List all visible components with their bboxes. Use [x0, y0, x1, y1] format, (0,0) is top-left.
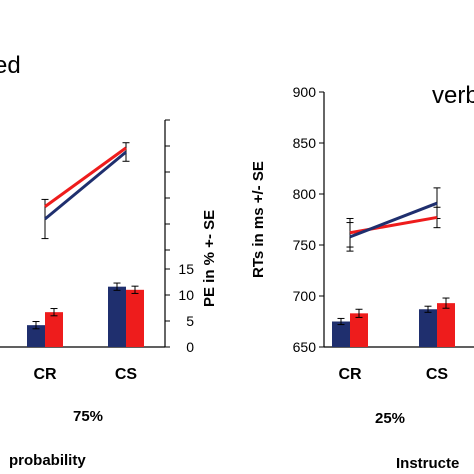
right-panel-title: verb: [432, 82, 474, 109]
rt-axis-label: RTs in ms +/- SE: [250, 161, 267, 278]
right-percent-label: 25%: [375, 410, 405, 427]
left-category-cr: CR: [33, 366, 57, 383]
pe-tick-label: 10: [178, 287, 194, 303]
pe-tick-label: 15: [178, 261, 194, 277]
pe-axis-label: PE in % +- SE: [201, 210, 218, 307]
rt-tick-label: 700: [293, 288, 317, 304]
right-category-labels: CR CS: [338, 366, 448, 383]
rt-tick-label: 850: [293, 135, 317, 151]
left-bottom-label: probability: [9, 452, 86, 469]
rt-tick-label: 900: [293, 84, 317, 100]
right-line-blue: [349, 201, 438, 239]
left-panel-title: ed: [0, 52, 21, 79]
left-category-labels: CR CS: [33, 366, 137, 383]
left-bar-red-cr: [45, 312, 63, 347]
rt-tick-label: 750: [293, 237, 317, 253]
left-chart-panel: 0 5 10 15 CR CS PE in % +- SE: [0, 119, 218, 383]
right-bar-blue-cs: [419, 309, 437, 347]
right-bars: [332, 297, 455, 347]
left-lines: [41, 142, 130, 240]
right-bar-blue-cr: [332, 321, 350, 347]
left-bar-blue-cr: [27, 325, 45, 347]
pe-tick-label: 0: [186, 339, 194, 355]
left-percent-label: 75%: [73, 408, 103, 425]
right-bar-red-cs: [437, 303, 455, 347]
left-bar-blue-cs: [108, 286, 126, 347]
right-bar-red-cr: [350, 313, 368, 347]
left-line-red: [44, 146, 127, 208]
rt-tick-label: 650: [293, 339, 317, 355]
right-category-cr: CR: [338, 366, 362, 383]
right-bottom-label: Instructe: [396, 455, 459, 472]
right-lines: [346, 187, 441, 252]
right-category-cs: CS: [426, 366, 449, 383]
right-chart-panel: 650 700 750 800 850 900 CR CS RTs in ms +/- SE: [250, 84, 474, 383]
left-bar-red-cs: [126, 289, 144, 347]
pe-tick-label: 5: [186, 313, 194, 329]
left-line-blue: [44, 150, 127, 221]
pe-axis-ticks: 0 5 10 15: [165, 119, 194, 355]
left-category-cs: CS: [115, 366, 138, 383]
left-bars: [27, 282, 144, 347]
rt-axis-ticks: 650 700 750 800 850 900: [293, 84, 324, 355]
rt-tick-label: 800: [293, 186, 317, 202]
